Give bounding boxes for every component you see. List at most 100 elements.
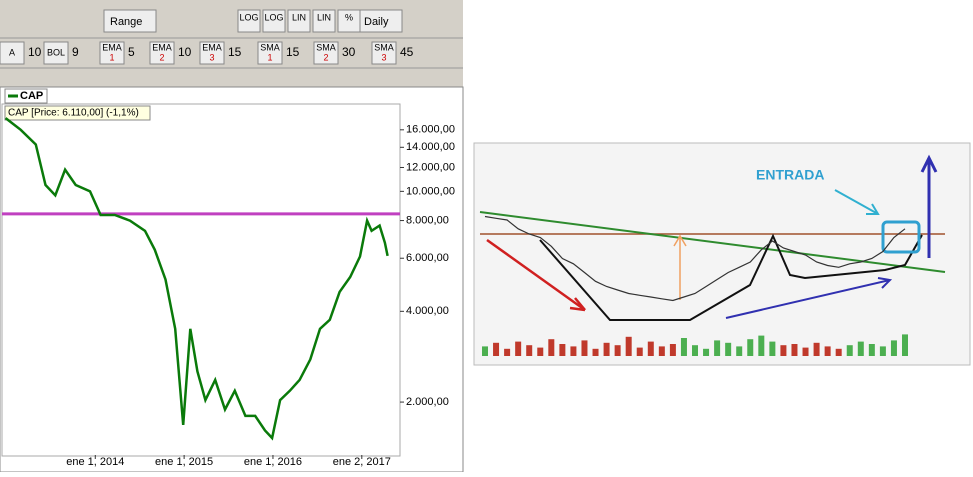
plot-frame [1,103,401,457]
close-line [484,215,906,302]
volume-bar [515,341,522,356]
indicator-button[interactable] [99,41,125,65]
volume-bar [769,341,776,356]
indicator-param: 5 [128,45,135,59]
volume-bar [614,345,621,356]
volume-bar [714,340,721,356]
chart-frame [0,86,464,473]
indicator-param: 9 [72,45,79,59]
indicator-name: EMA [102,42,122,52]
volume-bar [813,342,820,356]
volume-bar [890,340,897,356]
y-tick-label: 4.000,00 [406,305,449,317]
indicator-button[interactable] [199,41,225,65]
indicator-sub: 3 [209,52,214,62]
toolbar-button[interactable] [237,9,261,33]
indicator-name: SMA [260,42,280,52]
legend-box [4,88,48,104]
volume-bar [846,345,853,356]
volume-bar [680,338,687,356]
interval-label: Daily [364,16,389,28]
indicator-button[interactable] [43,41,69,65]
volume-bar [592,348,599,356]
indicator-sub: 1 [109,52,114,62]
arrow-head [569,297,586,312]
price-info: CAP [Price: 6.110,00] (-1,1%) [8,108,139,119]
volume-bar [669,344,676,356]
indicator-button[interactable] [0,41,25,65]
volume-bar [802,347,809,356]
down-arrow [486,238,586,312]
breakout-arrow [920,154,938,258]
indicator-param: 15 [228,45,242,59]
toolbar-button[interactable] [312,9,336,33]
indicator-name: BOL [47,47,65,57]
volume-bar [879,346,886,356]
volume-bar [835,348,842,356]
volume-bar [603,342,610,356]
button-label: % [345,12,353,22]
volume-bar [636,347,643,356]
up-trend-arrow [725,277,893,319]
right-chart-frame [473,142,971,366]
y-tick-label: 6.000,00 [406,252,449,264]
y-tick-label: 14.000,00 [406,141,455,153]
indicator-param: 30 [342,45,356,59]
volume-bar [537,347,544,356]
indicator-param: 10 [28,45,42,59]
x-tick-label: ene 1, 2014 [66,456,124,468]
toolbar-button[interactable] [337,9,361,33]
x-tick-label: ene 1, 2016 [244,456,302,468]
volume-bar [703,348,710,356]
indicator-button[interactable] [149,41,175,65]
toolbar-button[interactable] [262,9,286,33]
volume-bar [526,345,533,356]
indicator-button[interactable] [371,41,397,65]
volume-bar [493,342,500,356]
volume-bar [647,341,654,356]
volume-bar [758,335,765,356]
y-tick-label: 10.000,00 [406,185,455,197]
range-dropdown[interactable] [103,9,157,33]
trend-line [479,211,946,273]
indicator-name: SMA [316,42,336,52]
button-label: LIN [317,12,331,22]
volume-bar [482,346,488,356]
y-tick-label: 2.000,00 [406,396,449,408]
x-tick-label: ene 2, 2017 [333,456,391,468]
y-tick-label: 12.000,00 [406,161,455,173]
button-label: LOG [264,12,283,22]
y-tick-label: 16.000,00 [406,124,455,136]
volume-bar [902,334,908,356]
button-label: LIN [292,12,306,22]
indicator-sub: 2 [323,52,328,62]
volume-bar [559,344,566,356]
toolbar: Range Daily [103,9,403,33]
indicator-button[interactable] [313,41,339,65]
volume-bar [692,345,698,356]
info-box [4,105,151,121]
volume-bar [824,346,831,356]
volume-bar [791,344,798,356]
indicator-sub: 1 [267,52,272,62]
volume-bar [736,346,743,356]
entry-box [881,220,921,254]
volume-bar [570,346,577,356]
volume-bar [747,339,754,356]
indicator-button[interactable] [257,41,283,65]
volume-bar [725,342,732,356]
y-tick-label: 8.000,00 [406,214,449,226]
volume-bar [504,348,511,356]
toolbar-button[interactable] [287,9,311,33]
volume-bar [857,341,864,356]
indicator-param: 15 [286,45,300,59]
range-label: Range [110,16,142,28]
pattern-line [539,233,923,321]
indicator-param: 10 [178,45,192,59]
indicator-name: EMA [152,42,172,52]
indicator-sub: 3 [381,52,386,62]
annotations: ENTRADA [479,154,946,321]
volume-bar [658,346,665,356]
volume-bar [548,339,555,356]
